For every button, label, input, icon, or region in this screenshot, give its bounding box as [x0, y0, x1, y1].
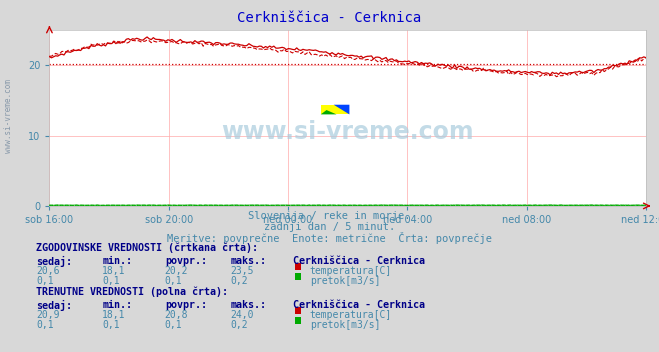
Text: povpr.:: povpr.:: [165, 300, 207, 310]
Text: 0,1: 0,1: [165, 320, 183, 330]
Text: 24,0: 24,0: [231, 310, 254, 320]
Text: Cerkniščica - Cerknica: Cerkniščica - Cerknica: [293, 256, 425, 266]
Text: zadnji dan / 5 minut.: zadnji dan / 5 minut.: [264, 222, 395, 232]
Text: min.:: min.:: [102, 256, 132, 266]
Text: pretok[m3/s]: pretok[m3/s]: [310, 276, 380, 286]
Text: 18,1: 18,1: [102, 266, 126, 276]
Text: 0,1: 0,1: [165, 276, 183, 286]
Text: Meritve: povprečne  Enote: metrične  Črta: povprečje: Meritve: povprečne Enote: metrične Črta:…: [167, 232, 492, 244]
Polygon shape: [321, 110, 337, 114]
Text: maks.:: maks.:: [231, 300, 267, 310]
Text: temperatura[C]: temperatura[C]: [310, 266, 392, 276]
Text: maks.:: maks.:: [231, 256, 267, 266]
Text: povpr.:: povpr.:: [165, 256, 207, 266]
Text: temperatura[C]: temperatura[C]: [310, 310, 392, 320]
Text: Cerkniščica - Cerknica: Cerkniščica - Cerknica: [237, 11, 422, 25]
Text: 0,2: 0,2: [231, 276, 248, 286]
Text: www.si-vreme.com: www.si-vreme.com: [221, 120, 474, 144]
Text: sedaj:: sedaj:: [36, 256, 72, 267]
Text: 0,2: 0,2: [231, 320, 248, 330]
Text: Slovenija / reke in morje.: Slovenija / reke in morje.: [248, 211, 411, 221]
Text: 20,2: 20,2: [165, 266, 188, 276]
Text: 23,5: 23,5: [231, 266, 254, 276]
Text: 18,1: 18,1: [102, 310, 126, 320]
Text: 20,9: 20,9: [36, 310, 60, 320]
Text: 0,1: 0,1: [102, 320, 120, 330]
Text: www.si-vreme.com: www.si-vreme.com: [4, 79, 13, 153]
Text: ZGODOVINSKE VREDNOSTI (črtkana črta):: ZGODOVINSKE VREDNOSTI (črtkana črta):: [36, 243, 258, 253]
Bar: [321, 105, 349, 114]
Text: 0,1: 0,1: [36, 276, 54, 286]
Polygon shape: [333, 105, 349, 114]
Text: 0,1: 0,1: [36, 320, 54, 330]
Text: sedaj:: sedaj:: [36, 300, 72, 311]
Text: TRENUTNE VREDNOSTI (polna črta):: TRENUTNE VREDNOSTI (polna črta):: [36, 287, 228, 297]
Text: 20,6: 20,6: [36, 266, 60, 276]
Text: 0,1: 0,1: [102, 276, 120, 286]
Text: pretok[m3/s]: pretok[m3/s]: [310, 320, 380, 330]
Text: 20,8: 20,8: [165, 310, 188, 320]
Text: Cerkniščica - Cerknica: Cerkniščica - Cerknica: [293, 300, 425, 310]
Text: min.:: min.:: [102, 300, 132, 310]
